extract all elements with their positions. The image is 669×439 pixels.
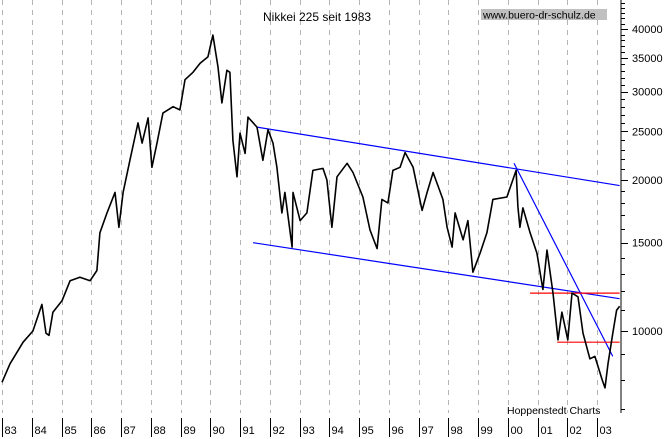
x-tick-label: 97: [422, 425, 434, 437]
x-tick-label: 86: [94, 425, 106, 437]
y-tick-label: 10000: [632, 326, 663, 338]
source-note: Hoppenstedt Charts: [507, 405, 600, 417]
y-tick-label: 30000: [632, 87, 663, 99]
x-tick-label: 98: [451, 425, 463, 437]
x-tick-label: 83: [5, 425, 17, 437]
trend-line: [252, 242, 620, 300]
y-tick-label: 40000: [632, 24, 663, 36]
y-tick-label: 20000: [632, 175, 663, 187]
y-axis: 10000 15000 20000 25000 30000 35000 40000: [621, 3, 663, 410]
x-tick-label: 91: [243, 425, 255, 437]
x-tick-label: 90: [213, 425, 225, 437]
y-tick-label: 25000: [632, 126, 663, 138]
x-tick-label: 03: [600, 425, 612, 437]
x-tick-label: 87: [124, 425, 136, 437]
y-tick-label: 35000: [632, 53, 663, 65]
x-tick-label: 96: [392, 425, 404, 437]
chart-title: Nikkei 225 seit 1983: [263, 10, 371, 24]
x-tick-label: 02: [570, 425, 582, 437]
x-tick-label: 00: [511, 425, 523, 437]
x-tick-label: 89: [184, 425, 196, 437]
watermark-url: www.buero-dr-schulz.de: [482, 10, 596, 22]
y-tick-label: 15000: [632, 238, 663, 250]
x-axis: 83 84 85 86 87 88 89 90 91 92 93 94 95 96 97 98 99 00 01 02…: [2, 418, 612, 437]
year-gridlines: [2, 0, 598, 413]
nikkei-price-line: [1, 34, 621, 389]
watermark-box: [481, 9, 607, 20]
x-tick-label: 94: [332, 425, 344, 437]
trend-line: [513, 162, 614, 357]
x-tick-label: 01: [541, 425, 553, 437]
trend-line: [256, 126, 620, 187]
trend-annotations: [252, 126, 620, 357]
x-tick-label: 85: [65, 425, 77, 437]
x-tick-label: 84: [35, 425, 47, 437]
x-tick-label: 99: [481, 425, 493, 437]
x-tick-label: 95: [362, 425, 374, 437]
x-tick-label: 88: [154, 425, 166, 437]
x-tick-label: 92: [273, 425, 285, 437]
x-tick-label: 93: [303, 425, 315, 437]
